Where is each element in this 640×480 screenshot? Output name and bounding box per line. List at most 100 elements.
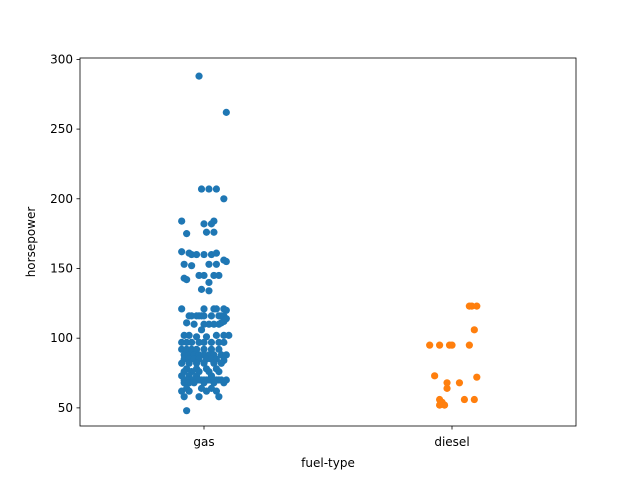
data-point-diesel-1 xyxy=(468,302,476,310)
data-point-gas-65 xyxy=(212,331,220,339)
data-point-gas-52 xyxy=(190,320,198,328)
data-point-gas-33 xyxy=(197,285,206,293)
data-point-gas-27 xyxy=(200,271,208,280)
data-point-gas-10 xyxy=(183,230,191,238)
data-point-gas-76 xyxy=(178,345,186,353)
data-point-gas-147 xyxy=(202,387,211,395)
y-tick-label-300: 300 xyxy=(50,52,73,66)
data-point-gas-47 xyxy=(200,312,208,320)
data-point-gas-72 xyxy=(200,338,208,346)
y-tick-label-100: 100 xyxy=(50,331,73,345)
data-point-gas-141 xyxy=(220,379,228,387)
x-tick-label-diesel: diesel xyxy=(434,435,469,449)
y-tick-label-200: 200 xyxy=(50,192,73,206)
data-point-gas-69 xyxy=(183,338,191,346)
data-point-gas-5 xyxy=(212,185,220,193)
data-point-diesel-8 xyxy=(465,341,473,349)
axes-frame xyxy=(79,57,577,427)
data-point-gas-150 xyxy=(195,393,203,401)
data-point-gas-14 xyxy=(200,250,208,259)
data-point-gas-59 xyxy=(222,315,230,323)
data-point-gas-61 xyxy=(180,331,188,339)
data-point-gas-71 xyxy=(195,338,203,346)
data-point-diesel-2 xyxy=(473,302,481,310)
data-point-gas-62 xyxy=(185,331,193,339)
y-tick-label-150: 150 xyxy=(50,261,73,275)
data-point-gas-81 xyxy=(207,345,216,353)
data-point-gas-2 xyxy=(220,195,228,203)
data-point-gas-137 xyxy=(185,379,193,387)
data-point-gas-53 xyxy=(200,320,208,328)
data-point-gas-43 xyxy=(188,312,196,320)
data-point-gas-13 xyxy=(192,250,201,259)
data-point-diesel-11 xyxy=(443,379,451,387)
data-point-gas-34 xyxy=(205,287,213,295)
data-point-gas-9 xyxy=(178,217,186,225)
data-point-gas-91 xyxy=(222,351,230,359)
data-point-gas-32 xyxy=(205,278,213,287)
data-point-gas-60 xyxy=(197,326,206,334)
data-point-gas-17 xyxy=(202,228,211,236)
data-point-gas-26 xyxy=(195,271,203,280)
x-axis-label: fuel-type xyxy=(301,456,355,470)
data-point-diesel-18 xyxy=(440,401,449,409)
y-axis-label: horsepower xyxy=(24,207,38,278)
data-point-gas-1 xyxy=(222,108,230,116)
data-point-gas-148 xyxy=(212,387,220,395)
data-point-gas-151 xyxy=(215,393,223,401)
data-point-gas-3 xyxy=(197,185,206,193)
data-point-gas-35 xyxy=(178,305,186,313)
data-point-gas-78 xyxy=(188,345,196,353)
data-point-gas-80 xyxy=(200,345,208,353)
data-point-gas-25 xyxy=(188,262,196,270)
data-point-gas-140 xyxy=(210,379,218,387)
data-point-diesel-15 xyxy=(460,395,468,404)
data-point-gas-75 xyxy=(220,338,228,346)
data-point-gas-114 xyxy=(215,368,223,376)
data-point-diesel-12 xyxy=(455,379,464,387)
data-point-gas-68 xyxy=(178,338,186,346)
data-point-gas-21 xyxy=(220,256,228,264)
data-point-gas-67 xyxy=(225,331,233,339)
plot-area xyxy=(80,58,576,426)
data-point-gas-51 xyxy=(183,319,191,327)
data-point-gas-38 xyxy=(212,305,220,313)
data-point-gas-79 xyxy=(192,345,201,353)
x-tick-label-gas: gas xyxy=(193,435,214,449)
data-point-gas-8 xyxy=(207,220,216,228)
data-point-diesel-4 xyxy=(426,341,434,349)
data-point-gas-64 xyxy=(202,333,211,341)
data-point-gas-18 xyxy=(210,228,218,236)
data-point-gas-54 xyxy=(205,320,213,328)
data-point-gas-7 xyxy=(200,220,208,228)
data-point-gas-11 xyxy=(178,248,186,256)
data-point-gas-41 xyxy=(207,312,216,320)
data-point-gas-105 xyxy=(217,359,225,367)
data-point-gas-36 xyxy=(200,305,208,313)
data-point-gas-31 xyxy=(183,276,191,284)
data-point-gas-149 xyxy=(180,393,188,401)
points-layer xyxy=(178,72,481,415)
data-point-diesel-9 xyxy=(431,372,439,380)
data-point-gas-55 xyxy=(210,320,218,328)
data-point-gas-103 xyxy=(200,359,208,367)
data-point-diesel-19 xyxy=(436,401,444,409)
data-point-gas-146 xyxy=(185,387,193,395)
y-tick-label-250: 250 xyxy=(50,122,73,136)
data-point-gas-4 xyxy=(205,185,213,193)
data-point-gas-102 xyxy=(192,359,201,367)
data-point-gas-40 xyxy=(222,306,230,314)
data-point-gas-145 xyxy=(178,387,186,395)
data-point-gas-74 xyxy=(215,338,223,346)
data-point-diesel-10 xyxy=(473,373,481,381)
data-point-gas-63 xyxy=(192,333,201,341)
data-point-gas-82 xyxy=(215,345,223,353)
data-point-gas-22 xyxy=(180,260,188,268)
data-point-gas-16 xyxy=(212,249,220,257)
data-point-gas-100 xyxy=(178,359,186,367)
data-point-diesel-5 xyxy=(436,341,444,349)
data-point-gas-66 xyxy=(220,331,228,339)
data-point-gas-29 xyxy=(215,271,223,280)
data-point-gas-101 xyxy=(185,359,193,367)
